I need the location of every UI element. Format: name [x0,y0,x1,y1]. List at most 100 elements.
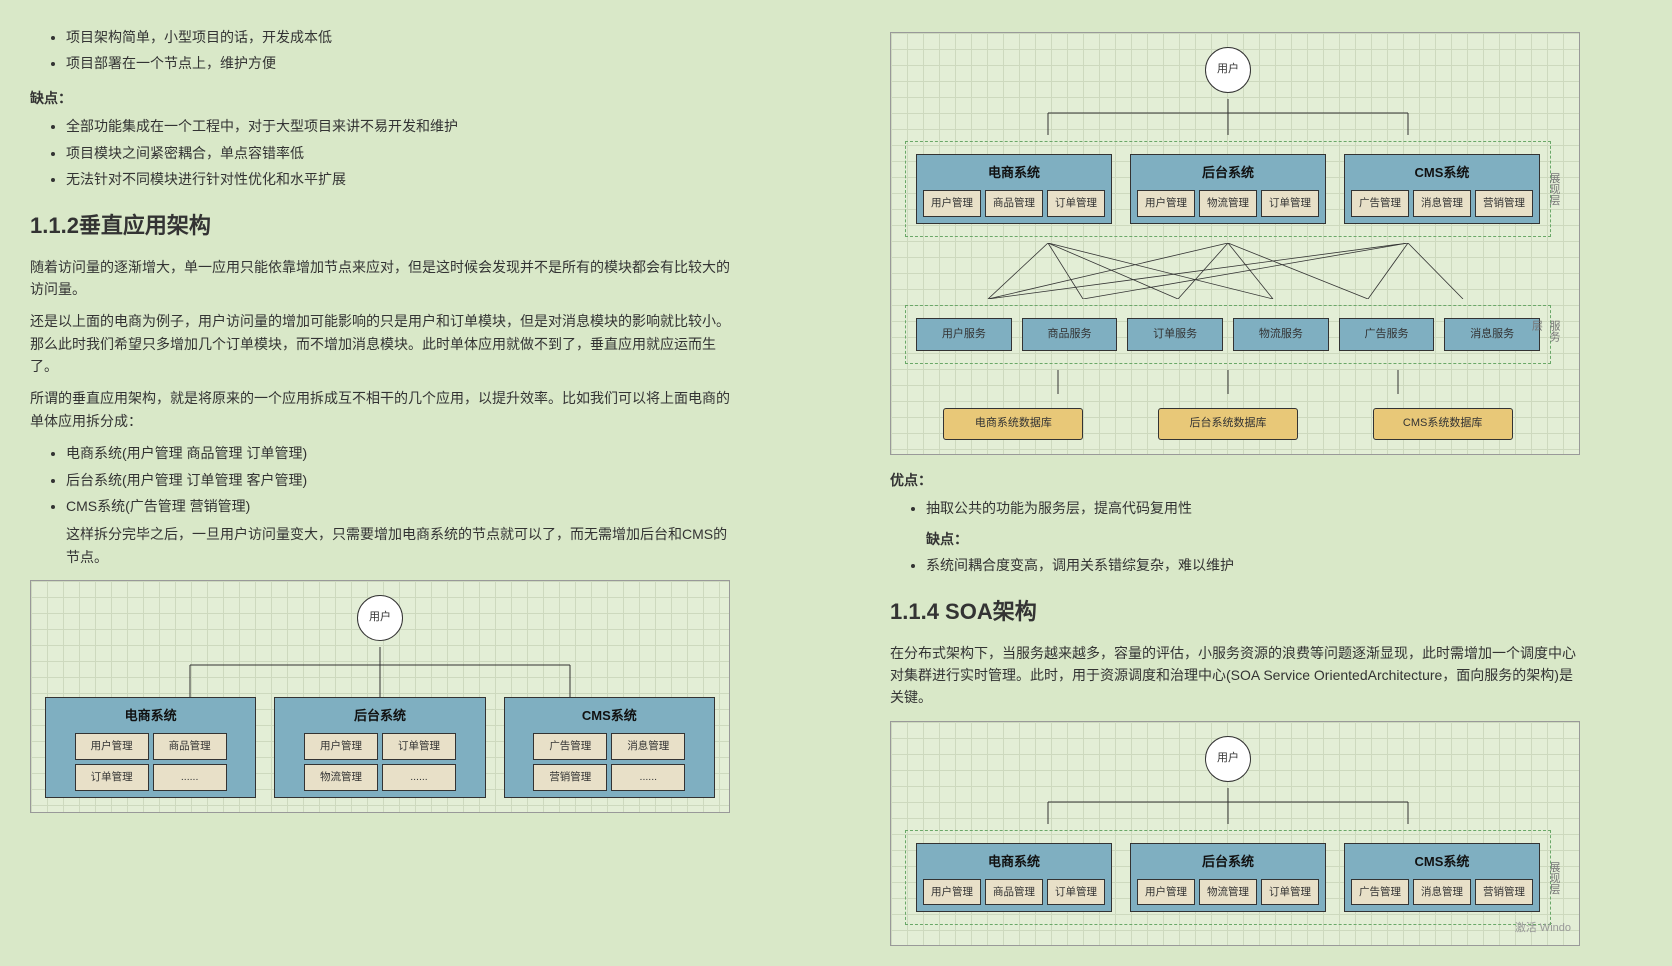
module: ...... [611,764,685,791]
connector-lines [948,99,1508,135]
list-tail-text: 这样拆分完毕之后，一旦用户访问量变大，只需要增加电商系统的节点就可以了，而无需增… [66,523,730,568]
system-box: CMS系统 广告管理 消息管理 营销管理 [1344,154,1540,224]
connector-lines [948,788,1508,824]
list-item: 全部功能集成在一个工程中，对于大型项目来讲不易开发和维护 [66,115,730,137]
advantages-list: 抽取公共的功能为服务层，提高代码复用性 缺点： 系统间耦合度变高，调用关系错综复… [926,497,1580,576]
module: 物流管理 [1199,190,1257,217]
module: ...... [153,764,227,791]
module: 用户管理 [923,190,981,217]
module: 订单管理 [1261,190,1319,217]
system-title: 电商系统 [923,163,1105,184]
user-node: 用户 [1205,47,1251,93]
layer-label: 服务层 [1527,320,1562,349]
list-item: 项目部署在一个节点上，维护方便 [66,52,730,74]
service-box: 商品服务 [1022,318,1118,352]
module: 广告管理 [1351,879,1409,906]
system-box: 电商系统 用户管理 商品管理 订单管理 [916,154,1112,224]
module: 用户管理 [75,733,149,760]
list-item: 电商系统(用户管理 商品管理 订单管理) [66,442,730,464]
user-node: 用户 [357,595,403,641]
service-box: 广告服务 [1339,318,1435,352]
list-item: 系统间耦合度变高，调用关系错综复杂，难以维护 [926,554,1580,576]
list-item: 项目模块之间紧密耦合，单点容错率低 [66,142,730,164]
service-layer: 服务层 用户服务 商品服务 订单服务 物流服务 广告服务 消息服务 [905,305,1551,365]
presentation-layer: 展现层 电商系统 用户管理 商品管理 订单管理 后台系统 用户管理 [905,830,1551,926]
module: 商品管理 [153,733,227,760]
advantages-list: 项目架构简单，小型项目的话，开发成本低 项目部署在一个节点上，维护方便 [66,26,730,75]
system-title: 后台系统 [1137,163,1319,184]
module: 用户管理 [304,733,378,760]
module: 订单管理 [1047,879,1105,906]
module: 消息管理 [611,733,685,760]
system-box-backend: 后台系统 用户管理 订单管理 物流管理 ...... [274,697,485,797]
left-column: 项目架构简单，小型项目的话，开发成本低 项目部署在一个节点上，维护方便 缺点： … [30,20,730,946]
vertical-arch-diagram: 用户 电商系统 用户管理 商品管理 订单管理 ...... [30,580,730,812]
system-title: CMS系统 [511,706,708,727]
service-box: 用户服务 [916,318,1012,352]
module: 订单管理 [1261,879,1319,906]
paragraph: 所谓的垂直应用架构，就是将原来的一个应用拆成互不相干的几个应用，以提升效率。比如… [30,387,730,432]
module: 广告管理 [1351,190,1409,217]
module: 商品管理 [985,190,1043,217]
split-list: 电商系统(用户管理 商品管理 订单管理) 后台系统(用户管理 订单管理 客户管理… [66,442,730,568]
module: 商品管理 [985,879,1043,906]
presentation-layer: 展现层 电商系统 用户管理 商品管理 订单管理 后台系统 用户管理 [905,141,1551,237]
module: 物流管理 [304,764,378,791]
module: 用户管理 [923,879,981,906]
list-item: CMS系统(广告管理 营销管理) [66,495,730,517]
service-box: 物流服务 [1233,318,1329,352]
module: 营销管理 [533,764,607,791]
list-item: 抽取公共的功能为服务层，提高代码复用性 [926,497,1580,519]
paragraph: 随着访问量的逐渐增大，单一应用只能依靠增加节点来应对，但是这时候会发现并不是所有… [30,256,730,301]
service-box: 订单服务 [1127,318,1223,352]
module: 订单管理 [1047,190,1105,217]
module: 用户管理 [1137,879,1195,906]
database-box: 电商系统数据库 [943,408,1083,440]
system-title: 后台系统 [1137,852,1319,873]
module: 广告管理 [533,733,607,760]
layer-label: 展现层 [1544,172,1562,205]
layer-label: 展现层 [1544,861,1562,894]
soa-arch-diagram: 用户 展现层 电商系统 用户管理 商品管理 订单管理 [890,721,1580,947]
windows-watermark: 激活 Windo [1515,920,1571,938]
module: 营销管理 [1475,879,1533,906]
connector-lines [948,370,1508,394]
system-title: CMS系统 [1351,163,1533,184]
system-box-cms: CMS系统 广告管理 消息管理 营销管理 ...... [504,697,715,797]
service-box: 消息服务 [1444,318,1540,352]
system-box: CMS系统 广告管理 消息管理 营销管理 [1344,843,1540,913]
system-title: 电商系统 [923,852,1105,873]
user-node: 用户 [1205,736,1251,782]
module: 用户管理 [1137,190,1195,217]
paragraph: 在分布式架构下，当服务越来越多，容量的评估，小服务资源的浪费等问题逐渐显现，此时… [890,642,1580,709]
list-item: 项目架构简单，小型项目的话，开发成本低 [66,26,730,48]
system-box-ecommerce: 电商系统 用户管理 商品管理 订单管理 ...... [45,697,256,797]
list-item: 后台系统(用户管理 订单管理 客户管理) [66,469,730,491]
database-box: 后台系统数据库 [1158,408,1298,440]
module: ...... [382,764,456,791]
system-box: 后台系统 用户管理 物流管理 订单管理 [1130,843,1326,913]
module: 订单管理 [382,733,456,760]
module: 营销管理 [1475,190,1533,217]
list-item: 无法针对不同模块进行针对性优化和水平扩展 [66,168,730,190]
disadvantages-list: 全部功能集成在一个工程中，对于大型项目来讲不易开发和维护 项目模块之间紧密耦合，… [66,115,730,190]
mesh-lines [948,243,1508,299]
module: 订单管理 [75,764,149,791]
database-box: CMS系统数据库 [1373,408,1513,440]
connector-lines [100,647,660,697]
module: 物流管理 [1199,879,1257,906]
system-title: 电商系统 [52,706,249,727]
module: 消息管理 [1413,879,1471,906]
module: 消息管理 [1413,190,1471,217]
distributed-arch-diagram: 用户 展现层 电商系统 用户管理 商品管理 订单管理 [890,32,1580,455]
advantages-label: 优点： [890,469,1580,491]
system-box: 电商系统 用户管理 商品管理 订单管理 [916,843,1112,913]
system-title: 后台系统 [281,706,478,727]
system-title: CMS系统 [1351,852,1533,873]
heading-114: 1.1.4 SOA架构 [890,594,1580,629]
paragraph: 还是以上面的电商为例子，用户访问量的增加可能影响的只是用户和订单模块，但是对消息… [30,310,730,377]
heading-112: 1.1.2垂直应用架构 [30,208,730,243]
disadvantages-label: 缺点： [926,528,1580,550]
right-column: 用户 展现层 电商系统 用户管理 商品管理 订单管理 [890,20,1580,946]
system-box: 后台系统 用户管理 物流管理 订单管理 [1130,154,1326,224]
